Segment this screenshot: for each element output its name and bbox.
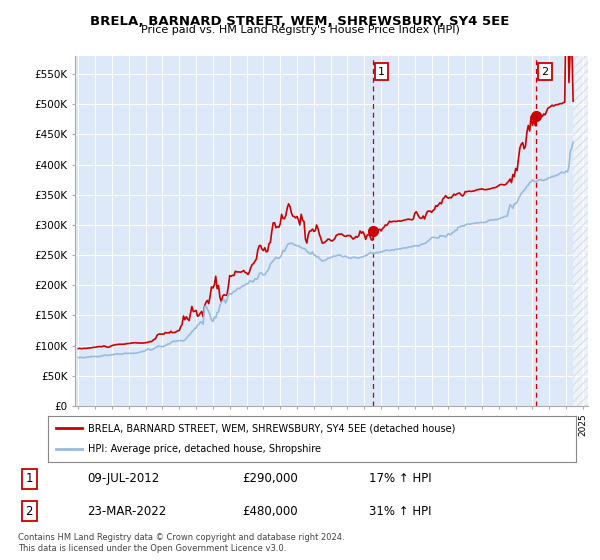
Bar (573, 56, 588, 406)
Text: BRELA, BARNARD STREET, WEM, SHREWSBURY, SY4 5EE: BRELA, BARNARD STREET, WEM, SHREWSBURY, … (91, 15, 509, 28)
Text: 17% ↑ HPI: 17% ↑ HPI (369, 473, 432, 486)
Text: 2: 2 (26, 505, 33, 517)
Text: BRELA, BARNARD STREET, WEM, SHREWSBURY, SY4 5EE (detached house): BRELA, BARNARD STREET, WEM, SHREWSBURY, … (88, 423, 455, 433)
Text: 09-JUL-2012: 09-JUL-2012 (87, 473, 159, 486)
Text: 1: 1 (378, 67, 385, 77)
Text: 31% ↑ HPI: 31% ↑ HPI (369, 505, 431, 517)
Text: Contains HM Land Registry data © Crown copyright and database right 2024.
This d: Contains HM Land Registry data © Crown c… (18, 533, 344, 553)
Text: Price paid vs. HM Land Registry's House Price Index (HPI): Price paid vs. HM Land Registry's House … (140, 25, 460, 35)
Text: HPI: Average price, detached house, Shropshire: HPI: Average price, detached house, Shro… (88, 445, 320, 455)
Text: £290,000: £290,000 (242, 473, 298, 486)
Text: 2: 2 (541, 67, 548, 77)
Text: £480,000: £480,000 (242, 505, 298, 517)
Text: 1: 1 (26, 473, 33, 486)
Text: 23-MAR-2022: 23-MAR-2022 (87, 505, 166, 517)
